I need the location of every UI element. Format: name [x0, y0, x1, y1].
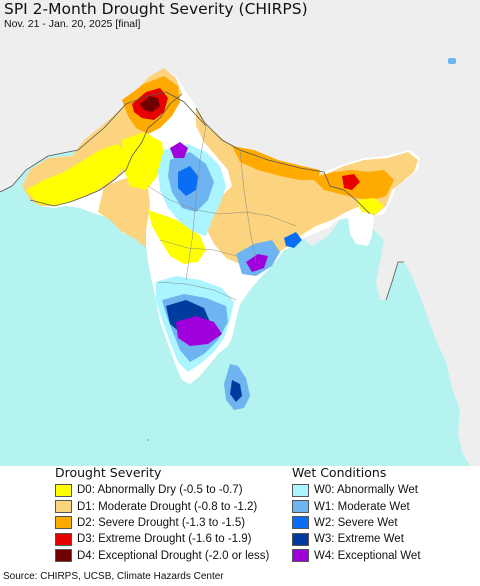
legend-drought-heading: Drought Severity — [55, 465, 162, 480]
legend-item-w4: W4: Exceptional Wet — [292, 548, 421, 564]
zone-d0-central — [148, 210, 206, 264]
swatch-w0 — [292, 483, 309, 497]
legend-item-d3: D3: Extreme Drought (-1.6 to -1.9) — [55, 531, 269, 547]
country-borders — [0, 91, 404, 301]
swatch-d4 — [55, 549, 72, 563]
zone-d0-sindh — [26, 144, 128, 206]
swatch-w2 — [292, 516, 309, 530]
legend-item-d1: D1: Moderate Drought (-0.8 to -1.2) — [55, 498, 269, 514]
legend-item-d2: D2: Severe Drought (-1.3 to -1.5) — [55, 515, 269, 531]
legend-item-d4: D4: Exceptional Drought (-2.0 or less) — [55, 548, 269, 564]
zone-w2-bengal — [284, 232, 302, 248]
state-borders — [147, 125, 297, 301]
drought-map: SPI 2-Month Drought Severity (CHIRPS) No… — [0, 0, 480, 466]
zone-d1-ganges — [196, 108, 418, 264]
legend-label-w2: W2: Severe Wet — [314, 516, 398, 529]
legend-wet: Wet Conditions W0: Abnormally Wet W1: Mo… — [292, 465, 421, 564]
zone-w4-south — [176, 316, 222, 346]
legend-label-d1: D1: Moderate Drought (-0.8 to -1.2) — [77, 500, 258, 513]
zone-d1-gujarat — [98, 178, 150, 248]
source-credit: Source: CHIRPS, UCSB, Climate Hazards Ce… — [3, 571, 224, 582]
legend-label-w0: W0: Abnormally Wet — [314, 484, 418, 497]
legend-drought: Drought Severity D0: Abnormally Dry (-0.… — [55, 465, 269, 564]
legend-item-w3: W3: Extreme Wet — [292, 531, 421, 547]
legend-label-w1: W1: Moderate Wet — [314, 500, 410, 513]
legend-label-d3: D3: Extreme Drought (-1.6 to -1.9) — [77, 533, 252, 546]
swatch-d1 — [55, 500, 72, 514]
lake-icon — [448, 58, 456, 64]
legend-label-w3: W3: Extreme Wet — [314, 533, 404, 546]
legend-label-w4: W4: Exceptional Wet — [314, 549, 421, 562]
legend-label-d2: D2: Severe Drought (-1.3 to -1.5) — [77, 516, 246, 529]
zone-w4-central — [170, 142, 188, 158]
swatch-w3 — [292, 532, 309, 546]
maldives-dot — [147, 439, 149, 441]
legend-item-w2: W2: Severe Wet — [292, 515, 421, 531]
swatch-d0 — [55, 483, 72, 497]
zone-w4-odisha — [246, 254, 268, 272]
legend-item-d0: D0: Abnormally Dry (-0.5 to -0.7) — [55, 482, 269, 498]
legend-item-w0: W0: Abnormally Wet — [292, 482, 421, 498]
zone-d0-east — [356, 198, 384, 214]
legend-label-d0: D0: Abnormally Dry (-0.5 to -0.7) — [77, 484, 243, 497]
swatch-w1 — [292, 500, 309, 514]
legend: Drought Severity D0: Abnormally Dry (-0.… — [0, 465, 480, 570]
zone-d4-punjab — [140, 96, 160, 112]
zone-w2-central — [178, 166, 198, 196]
swatch-d3 — [55, 532, 72, 546]
legend-item-w1: W1: Moderate Wet — [292, 498, 421, 514]
map-title: SPI 2-Month Drought Severity (CHIRPS) — [4, 0, 308, 18]
legend-wet-heading: Wet Conditions — [292, 465, 387, 480]
zone-d3-bangladesh — [342, 174, 360, 190]
swatch-d2 — [55, 516, 72, 530]
land-outside-region — [0, 0, 480, 466]
legend-label-d4: D4: Exceptional Drought (-2.0 or less) — [77, 549, 270, 562]
swatch-w4 — [292, 549, 309, 563]
zone-d2-nepal — [232, 146, 320, 180]
sri-lanka-w3 — [230, 380, 242, 402]
zone-d0-rajasthan — [122, 132, 164, 190]
map-subtitle: Nov. 21 - Jan. 20, 2025 [final] — [4, 18, 141, 30]
footer: Source: CHIRPS, UCSB, Climate Hazards Ce… — [0, 570, 480, 586]
map-canvas — [0, 0, 480, 466]
